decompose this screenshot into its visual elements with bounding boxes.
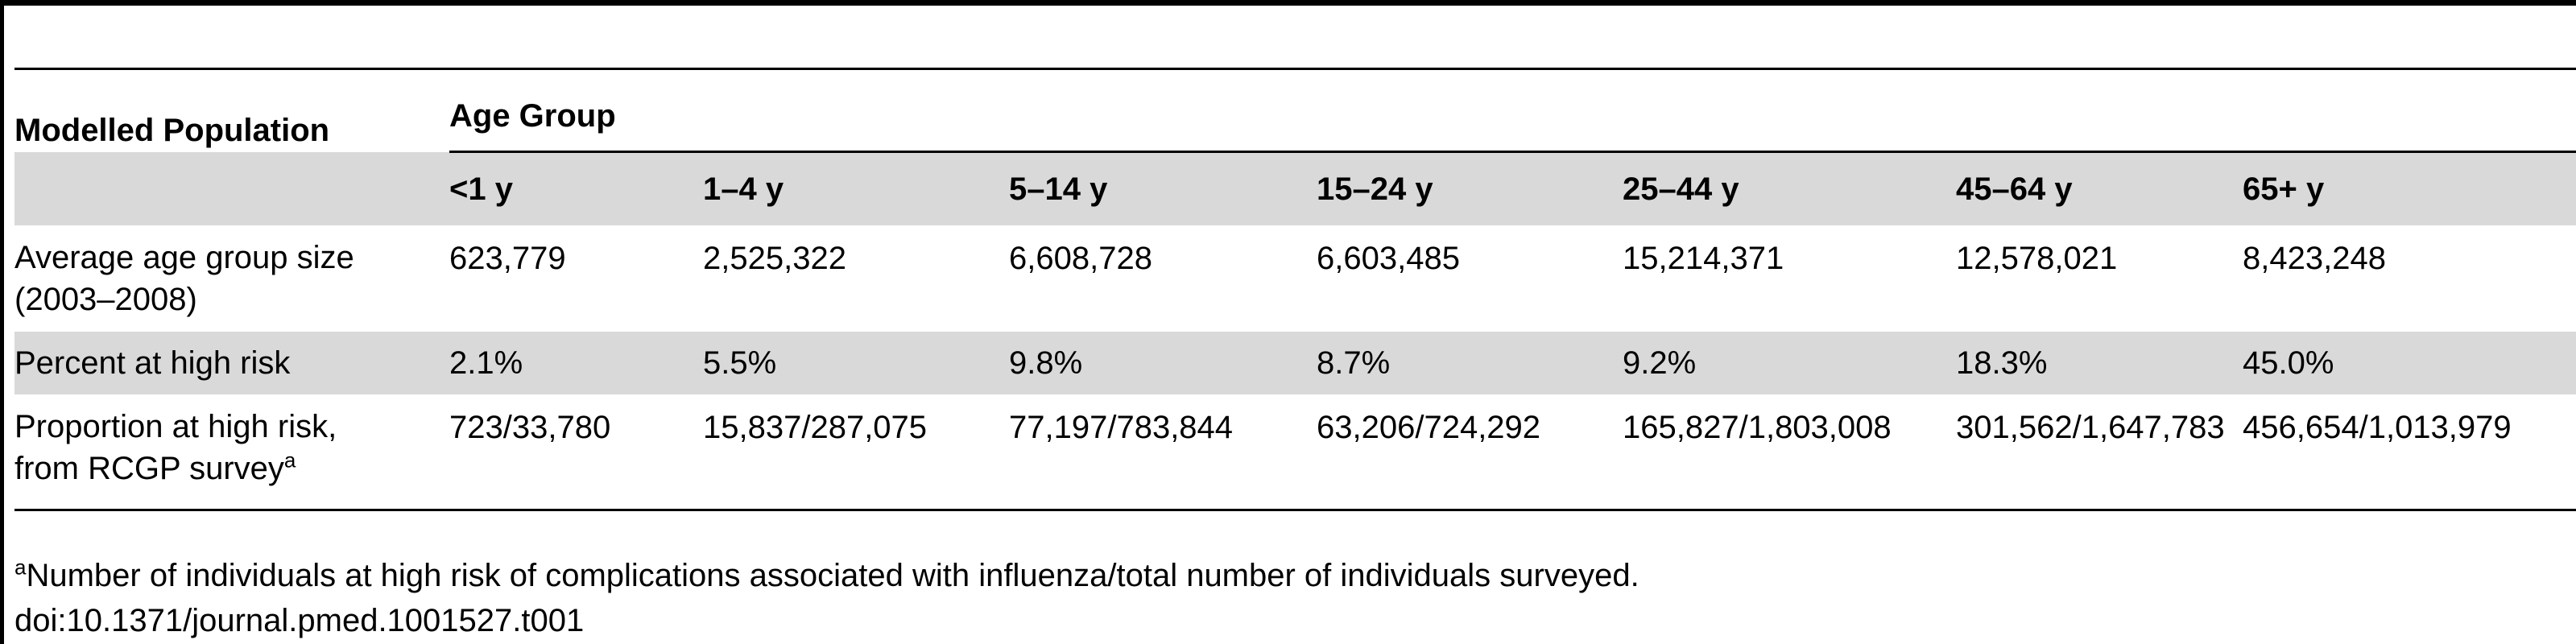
table-cell: 12,578,021 <box>1956 241 2118 276</box>
table-container: Modelled Population Age Group <1 y 1–4 y… <box>14 68 2576 511</box>
table-cell: 2.1% <box>449 332 703 394</box>
row-label-line: Average age group size <box>14 240 354 275</box>
age-header-cell: 1–4 y <box>703 151 1009 225</box>
header-row-group: Modelled Population Age Group <box>14 68 2576 153</box>
age-header-cell: 5–14 y <box>1009 151 1317 225</box>
age-group-header: Age Group <box>449 68 2576 153</box>
table-cell: 6,603,485 <box>1317 241 1460 276</box>
table-cell: 623,779 <box>449 241 566 276</box>
footnote-marker: a <box>283 448 296 473</box>
top-rule <box>0 0 2576 6</box>
table-cell: 723/33,780 <box>449 394 703 511</box>
row-label-line: Proportion at high risk, <box>14 409 337 444</box>
table-row: Proportion at high risk, from RCGP surve… <box>14 394 2576 511</box>
age-header-cell: 25–44 y <box>1623 151 1956 225</box>
table-cell: 6,608,728 <box>1009 241 1152 276</box>
table-cell: 2,525,322 <box>703 241 846 276</box>
row-label-line: (2003–2008) <box>14 282 197 317</box>
age-header-cell: <1 y <box>449 151 703 225</box>
row-label: Average age group size (2003–2008) <box>14 225 449 332</box>
row-label-line: from RCGP survey <box>14 451 284 486</box>
table-footnote: aNumber of individuals at high risk of c… <box>14 554 1639 597</box>
footnote-marker: a <box>14 555 27 580</box>
table-row: Percent at high risk 2.1% 5.5% 9.8% 8.7%… <box>14 332 2576 394</box>
doi-link-text: doi:10.1371/journal.pmed.1001527.t001 <box>14 603 585 638</box>
table-cell: 45.0% <box>2243 332 2576 394</box>
left-edge-rule <box>0 0 4 644</box>
blank-header-cell <box>14 151 449 225</box>
table-cell: 9.8% <box>1009 332 1317 394</box>
footnote-text: Number of individuals at high risk of co… <box>26 558 1639 593</box>
age-header-cell: 15–24 y <box>1317 151 1623 225</box>
table-cell: 15,214,371 <box>1623 241 1784 276</box>
age-header-cell: 45–64 y <box>1956 151 2243 225</box>
age-header-cell: 65+ y <box>2243 151 2576 225</box>
table-cell: 9.2% <box>1623 332 1956 394</box>
table-row: Average age group size (2003–2008) 623,7… <box>14 225 2576 332</box>
table-cell: 8.7% <box>1317 332 1623 394</box>
table-cell: 301,562/1,647,783 <box>1956 394 2243 511</box>
row-label: Percent at high risk <box>14 332 449 394</box>
header-row-ages: <1 y 1–4 y 5–14 y 15–24 y 25–44 y 45–64 … <box>14 151 2576 225</box>
row-label: Proportion at high risk, from RCGP surve… <box>14 394 449 511</box>
table-cell: 15,837/287,075 <box>703 394 1009 511</box>
table-cell: 8,423,248 <box>2243 241 2386 276</box>
corner-header: Modelled Population <box>14 68 449 152</box>
table-cell: 77,197/783,844 <box>1009 394 1317 511</box>
table-cell: 5.5% <box>703 332 1009 394</box>
high-risk-table: Modelled Population Age Group <1 y 1–4 y… <box>14 68 2576 511</box>
table-cell: 18.3% <box>1956 332 2243 394</box>
table-cell: 63,206/724,292 <box>1317 394 1623 511</box>
table-cell: 165,827/1,803,008 <box>1623 394 1956 511</box>
table-cell: 456,654/1,013,979 <box>2243 394 2576 511</box>
